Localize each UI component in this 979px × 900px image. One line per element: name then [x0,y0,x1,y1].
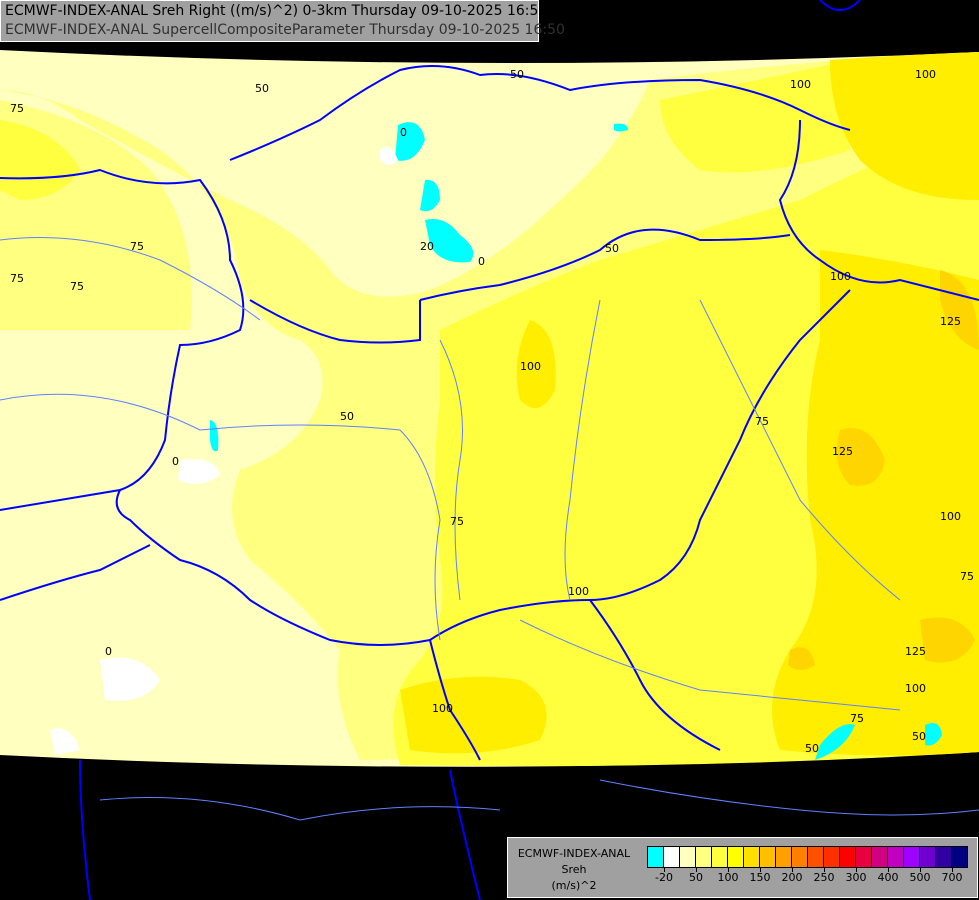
contour-label: 100 [915,68,936,81]
legend-tick [856,867,857,872]
contour-label: 50 [912,730,926,743]
contour-label: 75 [755,415,769,428]
contour-label: 20 [420,240,434,253]
contour-label: 100 [520,360,541,373]
contour-label: 100 [432,702,453,715]
legend-tick-label: 50 [689,871,703,884]
legend-tick-label: 400 [877,871,899,884]
legend-parameter: Sreh [561,863,587,876]
legend-swatch [664,847,680,867]
contour-label: 100 [830,270,851,283]
contour-label: 50 [340,410,354,423]
legend-swatch [952,847,967,867]
rivers [0,237,979,821]
sreh-negative-region [50,122,942,760]
legend-tick [920,867,921,872]
contour-label: 0 [478,255,485,268]
contour-label: 100 [790,78,811,91]
legend-unit: (m/s)^2 [551,879,597,892]
legend-swatch [920,847,936,867]
contour-label: 125 [940,315,961,328]
legend-swatch [744,847,760,867]
legend-tick [664,867,665,872]
legend-swatch [760,847,776,867]
contour-label: 75 [450,515,464,528]
legend-tick [728,867,729,872]
contour-label: 50 [255,82,269,95]
contour-label: 50 [805,742,819,755]
contour-label: 100 [940,510,961,523]
legend-model: ECMWF-INDEX-ANAL [517,847,631,860]
contour-label: 100 [568,585,589,598]
legend-title: ECMWF-INDEX-ANAL Sreh (m/s)^2 [508,846,640,894]
legend-tick [696,867,697,872]
legend-swatch [792,847,808,867]
contour-label: 125 [905,645,926,658]
legend-tick-label: 500 [909,871,931,884]
contour-labels: 75 50 50 100 100 75 75 75 0 20 0 50 100 … [10,68,974,755]
legend-swatch [840,847,856,867]
legend-tick-label: 100 [717,871,739,884]
sreh-125-150-region [788,270,979,670]
legend-tick-label: 200 [781,871,803,884]
legend-swatch [872,847,888,867]
legend-tick-label: -20 [655,871,673,884]
legend-swatch [808,847,824,867]
legend-swatch [936,847,952,867]
legend-tick-label: 700 [941,871,963,884]
legend-swatch [856,847,872,867]
legend-tick-label: 150 [749,871,771,884]
legend-swatch [728,847,744,867]
legend-swatch [776,847,792,867]
title-line-scp: ECMWF-INDEX-ANAL SupercellCompositeParam… [5,22,565,38]
legend-tick [888,867,889,872]
contour-label: 75 [10,102,24,115]
contour-label: 50 [605,242,619,255]
legend-swatch [680,847,696,867]
legend-tick [792,867,793,872]
contour-label: 100 [905,682,926,695]
legend-swatch [648,847,664,867]
legend-swatch [904,847,920,867]
legend-swatch [696,847,712,867]
contour-label: 75 [960,570,974,583]
contour-label: 0 [172,455,179,468]
contour-label: 75 [130,240,144,253]
contour-label: 0 [105,645,112,658]
legend-tick [760,867,761,872]
title-line-sreh: ECMWF-INDEX-ANAL Sreh Right ((m/s)^2) 0-… [5,3,548,19]
legend-tick-label: 250 [813,871,835,884]
contour-label: 50 [510,68,524,81]
map-title: ECMWF-INDEX-ANAL Sreh Right ((m/s)^2) 0-… [0,0,565,42]
contour-label: 75 [850,712,864,725]
legend-color-bar [647,846,968,868]
contour-label: 125 [832,445,853,458]
legend-swatch [712,847,728,867]
contour-label: 75 [70,280,84,293]
legend-tick [952,867,953,872]
legend-swatch [824,847,840,867]
contour-label: 0 [400,126,407,139]
contour-label: 75 [10,272,24,285]
legend-swatch [888,847,904,867]
color-legend: ECMWF-INDEX-ANAL Sreh (m/s)^2 -20 50 100 15… [507,837,978,898]
legend-tick [824,867,825,872]
legend-tick-label: 300 [845,871,867,884]
